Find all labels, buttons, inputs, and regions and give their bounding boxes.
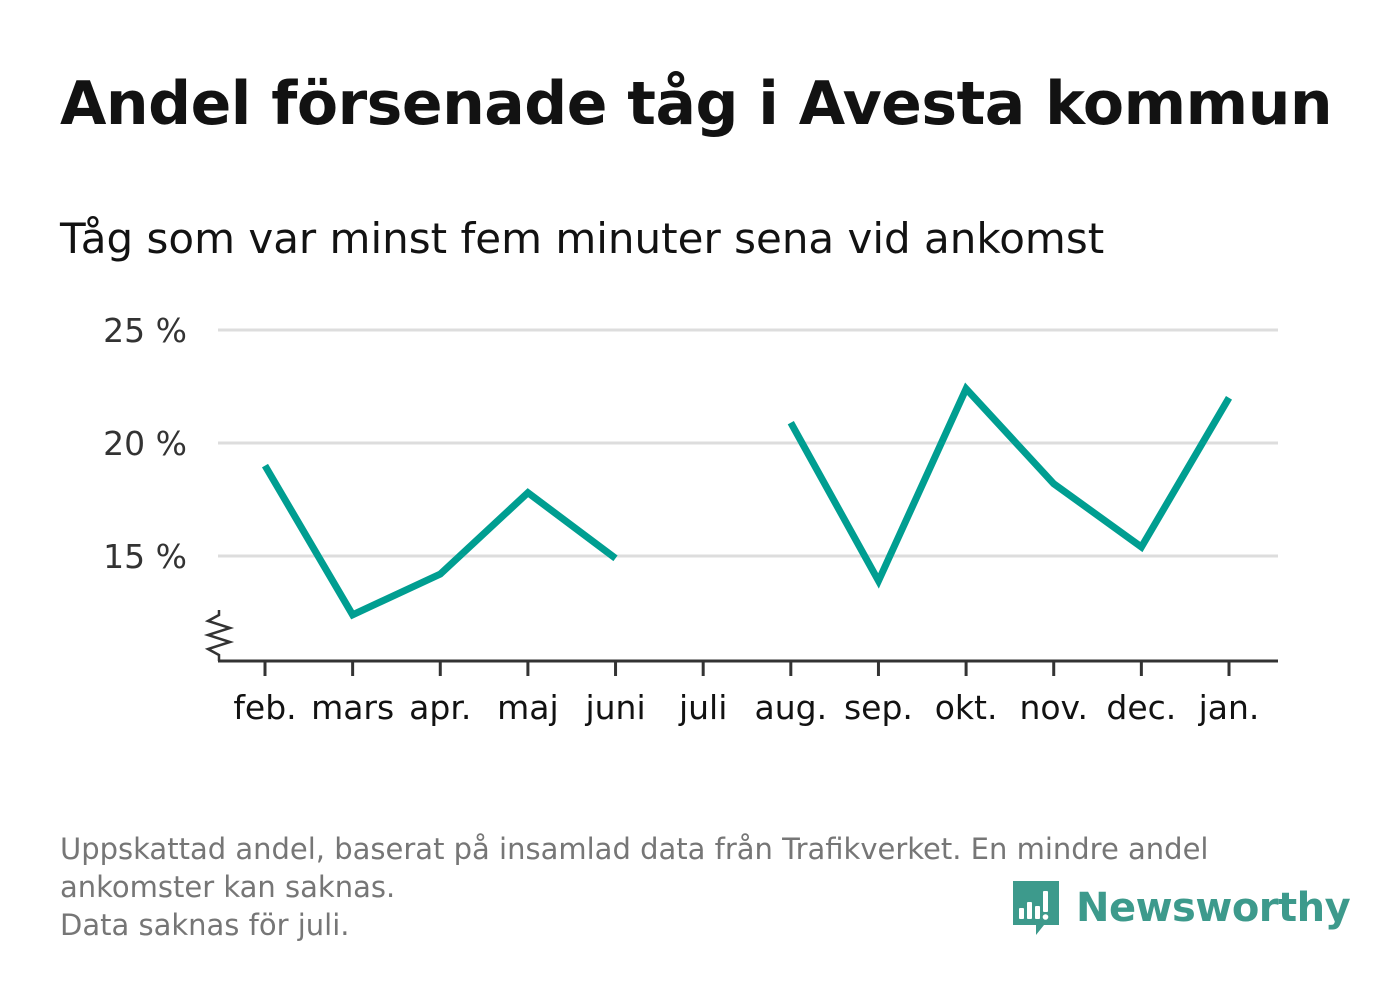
series-line-segment [787,382,1233,589]
x-tick-label: mars [311,688,394,727]
tick-labels: 15 % 20 % 25 % feb. mars apr. maj juni juli aug. s… [103,311,1259,727]
footer-note-line-1: Uppskattad andel, baserat på insamlad da… [60,832,1209,866]
axes [203,610,1278,676]
x-tick-label: okt. [935,688,998,727]
x-tick-label: juli [678,688,727,727]
gridlines [218,328,1278,558]
x-tick-label: aug. [755,688,828,727]
x-tick-label: juni [584,688,645,727]
footer-note-line-2: ankomster kan saknas. [60,870,396,904]
y-tick-label: 25 % [103,311,187,350]
x-tick-label: feb. [233,688,296,727]
series-lines [261,382,1233,620]
footer-note-line-3: Data saknas för juli. [60,908,350,942]
chart-title: Andel försenade tåg i Avesta kommun [60,69,1333,139]
chart-footer: Uppskattad andel, baserat på insamlad da… [60,830,1330,944]
newsworthy-logo: Newsworthy [1010,878,1351,938]
x-tick-label: maj [497,688,559,727]
x-tick-label: nov. [1019,688,1088,727]
x-tick-label: dec. [1106,688,1176,727]
axis-break-icon [203,610,235,661]
chart-subtitle: Tåg som var minst fem minuter sena vid a… [60,214,1105,263]
newsworthy-logo-icon [1013,881,1059,935]
x-tick-label: sep. [844,688,913,727]
brand-name: Newsworthy [1076,885,1351,931]
x-tick-label: jan. [1198,688,1260,727]
y-tick-label: 15 % [103,537,187,576]
y-tick-label: 20 % [103,424,187,463]
x-tick-label: apr. [409,688,471,727]
series-line-segment [261,463,618,620]
